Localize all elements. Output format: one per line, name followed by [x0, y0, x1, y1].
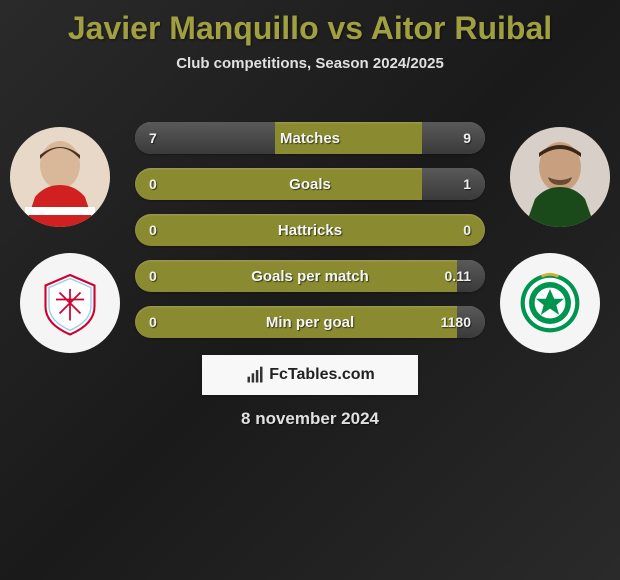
- club-right-badge-icon: [515, 268, 585, 338]
- stat-label: Goals: [135, 176, 485, 193]
- club-left-badge-icon: [35, 268, 105, 338]
- stat-label: Min per goal: [135, 314, 485, 331]
- stat-bar: 0Goals1: [135, 168, 485, 200]
- stat-bar: 0Min per goal1180: [135, 306, 485, 338]
- stat-bar: 0Hattricks0: [135, 214, 485, 246]
- stat-value-right: 9: [463, 130, 471, 146]
- watermark-text: FcTables.com: [269, 366, 375, 384]
- stat-value-right: 1180: [441, 314, 471, 330]
- stat-label: Hattricks: [135, 222, 485, 239]
- player-left-avatar: [10, 127, 110, 227]
- club-left-badge: [20, 253, 120, 353]
- stat-value-right: 1: [463, 176, 471, 192]
- comparison-date: 8 november 2024: [0, 409, 620, 429]
- stat-value-right: 0.11: [445, 268, 471, 284]
- comparison-subtitle: Club competitions, Season 2024/2025: [0, 55, 620, 72]
- club-right-badge: [500, 253, 600, 353]
- stat-value-right: 0: [463, 222, 471, 238]
- stat-bars: 7Matches90Goals10Hattricks00Goals per ma…: [135, 122, 485, 352]
- player-left-avatar-icon: [10, 127, 110, 227]
- stat-label: Goals per match: [135, 268, 485, 285]
- comparison-title: Javier Manquillo vs Aitor Ruibal: [0, 0, 620, 47]
- watermark: FcTables.com: [202, 355, 418, 395]
- chart-icon: [245, 365, 265, 385]
- stat-label: Matches: [135, 130, 485, 147]
- stat-bar: 0Goals per match0.11: [135, 260, 485, 292]
- player-right-avatar: [510, 127, 610, 227]
- stat-bar: 7Matches9: [135, 122, 485, 154]
- player-right-avatar-icon: [510, 127, 610, 227]
